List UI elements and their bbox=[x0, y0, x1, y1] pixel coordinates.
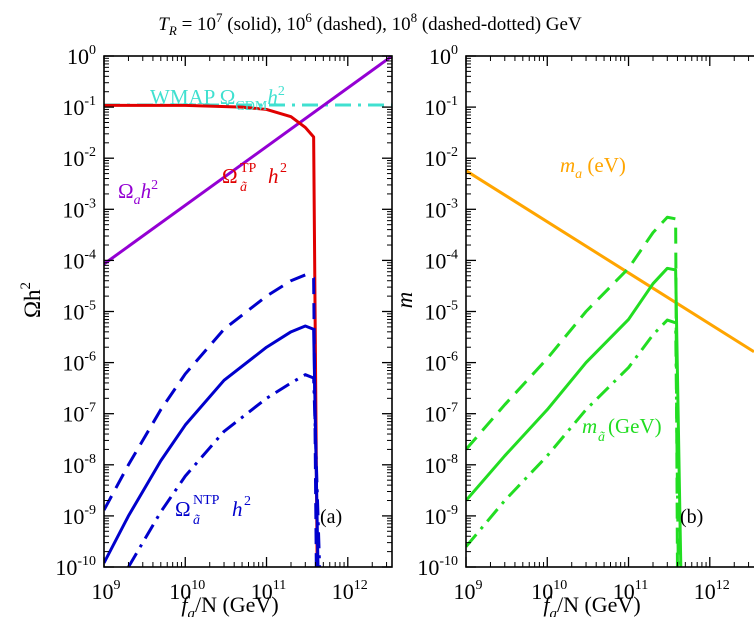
panel-a-ylabel: Ωh2 bbox=[18, 282, 45, 318]
y-tick-label: 10-2 bbox=[62, 145, 96, 171]
y-tick-label: 100 bbox=[67, 43, 96, 69]
svg-text:ã: ã bbox=[598, 430, 605, 445]
y-tick-label: 10-8 bbox=[62, 452, 96, 478]
svg-text:h: h bbox=[232, 497, 243, 521]
panel-b: 100 10-1 10-2 10-3 10-4 10-5 10-6 10-7 10-8 10-9 1… bbox=[392, 43, 754, 617]
y-tick-label: 10-4 bbox=[62, 247, 96, 273]
svg-text:Ω: Ω bbox=[175, 497, 191, 521]
panel-a-xlabel: fa/N (GeV) bbox=[181, 592, 278, 617]
series-omega-tp bbox=[104, 103, 319, 567]
y-tick-label: 10-7 bbox=[424, 401, 458, 427]
svg-text:Ω: Ω bbox=[222, 164, 238, 188]
svg-text:ã: ã bbox=[193, 513, 200, 528]
series-m-a bbox=[466, 169, 754, 354]
svg-text:h: h bbox=[268, 164, 279, 188]
x-tick-label: 109 bbox=[454, 578, 483, 604]
svg-text:2: 2 bbox=[280, 161, 287, 176]
y-tick-label: 10-1 bbox=[424, 94, 458, 120]
wmap-label: WMAP ΩCDMh2 bbox=[150, 84, 285, 114]
panel-b-xlabel: fa/N (GeV) bbox=[543, 592, 640, 617]
y-tick-label: 10-5 bbox=[424, 299, 458, 325]
y-tick-label: 10-1 bbox=[62, 94, 96, 120]
y-tick-label: 10-2 bbox=[424, 145, 458, 171]
x-tick-label: 1011 bbox=[613, 578, 648, 604]
svg-text:TP: TP bbox=[240, 161, 257, 176]
y-tick-label: 10-10 bbox=[55, 554, 96, 580]
svg-text:ã: ã bbox=[240, 180, 247, 195]
series-omega-ntp-tr6 bbox=[104, 273, 318, 567]
series-omega-ntp-tr8 bbox=[127, 373, 322, 567]
panel-b-frame bbox=[465, 55, 754, 568]
series-m-tilde-tr7 bbox=[466, 266, 683, 567]
x-tick-label: 1010 bbox=[531, 578, 567, 604]
panel-b-label: (b) bbox=[680, 506, 703, 528]
series-m-tilde-tr6 bbox=[466, 215, 679, 567]
m-a-label: ma (eV) bbox=[560, 153, 626, 182]
y-tick-label: 10-9 bbox=[62, 503, 96, 529]
y-tick-label: 10-5 bbox=[62, 299, 96, 325]
y-tick-label: 10-10 bbox=[417, 554, 458, 580]
y-tick-label: 10-3 bbox=[424, 196, 458, 222]
x-tick-label: 1010 bbox=[169, 578, 205, 604]
y-tick-label: 10-9 bbox=[424, 503, 458, 529]
x-tick-label: 1012 bbox=[332, 578, 368, 604]
panel-a: 100 10-1 10-2 10-3 10-4 10-5 10-6 10-7 10-8 10-9 1… bbox=[18, 43, 393, 617]
y-tick-label: 10-6 bbox=[62, 350, 96, 376]
x-tick-label: 1012 bbox=[694, 578, 730, 604]
svg-text:2: 2 bbox=[244, 494, 251, 509]
omega-tp-label: Ω ã TP h 2 bbox=[222, 161, 287, 195]
y-tick-label: 10-6 bbox=[424, 350, 458, 376]
svg-text:NTP: NTP bbox=[193, 493, 220, 508]
panel-a-frame bbox=[103, 55, 393, 568]
svg-text:(GeV): (GeV) bbox=[608, 414, 662, 438]
svg-text:m: m bbox=[582, 414, 597, 438]
y-tick-label: 10-7 bbox=[62, 401, 96, 427]
x-tick-label: 109 bbox=[92, 578, 121, 604]
series-m-tilde-tr8 bbox=[466, 318, 680, 567]
omega-ntp-label: Ω ã NTP h 2 bbox=[175, 493, 251, 528]
m-tilde-label: m ã (GeV) bbox=[582, 414, 662, 445]
panel-a-label: (a) bbox=[320, 506, 342, 528]
omega-a-label: Ωah2 bbox=[118, 178, 158, 208]
series-omega-ntp-tr7 bbox=[104, 324, 320, 567]
y-tick-label: 100 bbox=[429, 43, 458, 69]
x-tick-label: 1011 bbox=[251, 578, 286, 604]
y-tick-label: 10-8 bbox=[424, 452, 458, 478]
series-omega-a bbox=[104, 56, 392, 266]
y-tick-label: 10-3 bbox=[62, 196, 96, 222]
panel-b-ylabel: m bbox=[392, 292, 417, 309]
y-tick-label: 10-4 bbox=[424, 247, 458, 273]
figure-title: TR = 107 (solid), 106 (dashed), 108 (das… bbox=[158, 10, 582, 38]
